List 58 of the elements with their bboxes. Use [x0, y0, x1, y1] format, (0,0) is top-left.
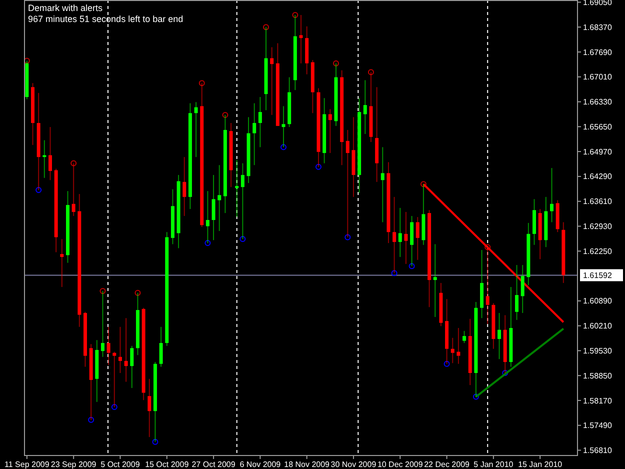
point	[88, 416, 94, 423]
y-tick-label: 1.67690	[583, 48, 612, 57]
point	[111, 404, 118, 410]
point	[36, 186, 42, 193]
point	[391, 270, 398, 276]
point	[368, 69, 374, 76]
x-tick-label: 27 Oct 2009	[192, 460, 236, 469]
point	[408, 263, 415, 270]
y-tick-label: 1.64970	[583, 147, 612, 156]
x-tick-label: 15 Oct 2009	[145, 460, 190, 469]
point	[222, 112, 228, 118]
point	[152, 438, 158, 445]
x-tick-label: 22 Dec 2009	[424, 460, 470, 469]
point	[134, 290, 141, 296]
y-tick-label: 1.57490	[583, 421, 612, 430]
y-tick-label: 1.58170	[583, 396, 612, 406]
y-tick-label: 1.66330	[583, 98, 612, 107]
x-tick-label: 10 Dec 2009	[377, 460, 424, 469]
x-tick-label: 5 Jan 2010	[474, 460, 514, 469]
point	[263, 24, 270, 30]
point	[420, 181, 426, 188]
x-tick-label: 30 Nov 2009	[330, 460, 377, 469]
y-tick-label: 1.62250	[583, 246, 612, 256]
point	[344, 234, 351, 240]
point	[332, 60, 339, 66]
point	[315, 164, 322, 170]
point	[204, 240, 211, 246]
point	[502, 370, 508, 376]
y-tick-label: 1.65650	[583, 122, 612, 132]
y-tick-label: 1.63610	[583, 197, 612, 206]
y-tick-label: 1.60210	[583, 322, 612, 331]
chart-title: Demark with alerts	[28, 3, 104, 13]
point	[70, 160, 77, 166]
y-tick-label: 1.56810	[583, 446, 612, 456]
y-tick-label: 1.59530	[583, 346, 612, 356]
ref-line-label: 1.61592	[583, 270, 612, 280]
point	[472, 394, 479, 400]
point	[484, 244, 491, 250]
y-tick-label: 1.60890	[583, 296, 612, 306]
y-tick-label: 1.64290	[583, 172, 612, 182]
y-tick-label: 1.62930	[583, 222, 612, 232]
y-tick-label: 1.58850	[583, 371, 612, 380]
x-tick-label: 15 Jan 2010	[518, 460, 563, 469]
point	[100, 288, 106, 294]
y-tick-label: 1.67010	[583, 72, 612, 82]
text: 967 minutes 51 seconds left to bar end	[28, 14, 184, 24]
point	[198, 80, 205, 86]
x-tick-label: 11 Sep 2009	[4, 460, 50, 469]
point	[24, 58, 30, 64]
point	[280, 144, 287, 150]
y-tick-label: 1.68370	[583, 22, 612, 32]
x-tick-label: 6 Nov 2009	[240, 460, 282, 469]
x-tick-label: 23 Sep 2009	[50, 460, 97, 469]
point	[240, 236, 246, 242]
point	[292, 12, 298, 18]
x-tick-label: 5 Oct 2009	[100, 460, 140, 469]
x-tick-label: 18 Nov 2009	[284, 460, 330, 469]
point	[444, 360, 450, 367]
